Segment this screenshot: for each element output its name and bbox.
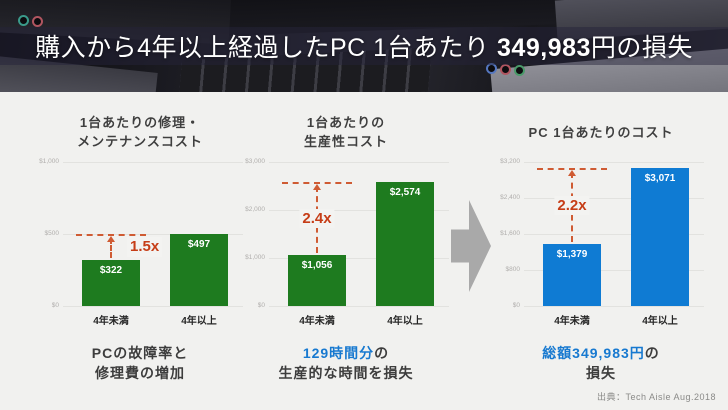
title-band: 購入から4年以上経過したPC 1台あたり 349,983円の損失 — [0, 27, 728, 65]
gridline — [63, 234, 243, 235]
bar-over-4-years: $497 — [170, 234, 228, 306]
caption-highlight: 129時間分 — [302, 345, 375, 361]
y-tick-label: $2,400 — [500, 194, 520, 201]
gridline — [269, 162, 449, 163]
chart-repair-maintenance-cost: 1台あたりの修理・ メンテナンスコスト $322 $497 1.5x $0 $50… — [35, 112, 245, 383]
arrow-up-icon — [107, 236, 115, 243]
hero-photo: 購入から4年以上経過したPC 1台あたり 349,983円の損失 — [0, 0, 728, 92]
chart-title-line: 1台あたりの修理・ — [79, 115, 201, 131]
caption-text: 損失 — [586, 364, 616, 381]
plot-area: $1,056 $2,574 2.4x $0 $1,000 $2,000 $3,000 — [241, 158, 451, 309]
multiplier-label: 1.5x — [127, 237, 163, 257]
caption-text: 生産的な時間を損失 — [278, 364, 414, 381]
gridline — [269, 306, 449, 307]
x-axis-labels: 4年未満 4年以上 — [496, 312, 706, 328]
slide-title-prefix: 購入から4年以上経過したPC 1台あたり — [35, 34, 498, 62]
x-label-over-4y: 4年以上 — [642, 316, 678, 327]
gridline — [63, 306, 243, 307]
audio-port-icon — [500, 64, 511, 75]
x-label-over-4y: 4年以上 — [387, 316, 423, 327]
chart-caption: PCの故障率と 修理費の増加 — [35, 344, 245, 383]
bar-value-label: $322 — [99, 264, 123, 276]
gridline — [524, 270, 704, 271]
y-tick-label: $1,600 — [500, 230, 520, 237]
caption-text: 修理費の増加 — [95, 364, 185, 381]
y-tick-label: $800 — [505, 266, 520, 273]
gridline — [269, 210, 449, 211]
dashed-arrow-line — [571, 171, 573, 242]
chart-title-line: 1台あたりの — [306, 115, 386, 131]
x-label-under-4y: 4年未満 — [299, 316, 335, 327]
slide-title-suffix: 円の損失 — [590, 34, 693, 62]
audio-port-icon — [18, 15, 29, 26]
caption-text: の — [644, 345, 660, 361]
charts-area: 1台あたりの修理・ メンテナンスコスト $322 $497 1.5x $0 $50… — [0, 92, 728, 410]
dashed-reference-line — [282, 182, 352, 185]
y-tick-label: $2,000 — [245, 206, 265, 213]
arrow-up-icon — [313, 184, 321, 191]
x-axis-labels: 4年未満 4年以上 — [241, 312, 451, 328]
chart-caption: 総額349,983円の 損失 — [496, 344, 706, 383]
y-tick-label: $3,000 — [245, 158, 265, 165]
plot-area: $322 $497 1.5x $0 $500 $1,000 — [35, 158, 245, 309]
gridline — [524, 162, 704, 163]
chart-total-cost-per-pc: PC 1台あたりのコスト $1,379 $3,071 2.2x $0 $800 $1… — [496, 112, 706, 383]
dashed-reference-line — [537, 167, 607, 170]
chart-title-line: PC 1台あたりのコスト — [528, 124, 674, 140]
bar-value-label: $3,071 — [644, 172, 676, 184]
slide-title-number: 349,983 — [497, 34, 591, 62]
bar-value-label: $2,574 — [389, 187, 421, 199]
y-tick-label: $0 — [51, 302, 59, 309]
chart-title: 1台あたりの 生産性コスト — [241, 112, 451, 154]
dashed-arrow-line — [110, 238, 112, 258]
gridline — [524, 198, 704, 199]
audio-port-icon — [32, 16, 43, 27]
x-label-under-4y: 4年未満 — [93, 316, 129, 327]
chart-title: PC 1台あたりのコスト — [496, 112, 706, 154]
bar-value-label: $1,056 — [301, 260, 333, 272]
gridline — [524, 234, 704, 235]
caption-text: の — [374, 345, 390, 361]
plot-area: $1,379 $3,071 2.2x $0 $800 $1,600 $2,400 $3,… — [496, 158, 706, 309]
gridline — [63, 162, 243, 163]
chart-caption: 129時間分の 生産的な時間を損失 — [241, 344, 451, 383]
y-tick-label: $0 — [257, 302, 265, 309]
y-tick-label: $0 — [512, 302, 520, 309]
chart-productivity-cost: 1台あたりの 生産性コスト $1,056 $2,574 2.4x $0 $1,00… — [241, 112, 451, 383]
y-tick-label: $500 — [44, 230, 59, 237]
audio-port-icon — [486, 63, 497, 74]
dashed-arrow-line — [316, 186, 318, 254]
bar-over-4-years: $2,574 — [376, 182, 434, 306]
flow-arrow-icon — [451, 200, 491, 292]
x-label-under-4y: 4年未満 — [554, 316, 590, 327]
slide-title: 購入から4年以上経過したPC 1台あたり 349,983円の損失 — [35, 28, 693, 64]
gridline — [269, 258, 449, 259]
caption-text: PCの故障率と — [91, 345, 189, 361]
bar-value-label: $1,379 — [556, 248, 588, 260]
bar-value-label: $497 — [187, 239, 211, 251]
y-tick-label: $1,000 — [39, 158, 59, 165]
arrow-up-icon — [568, 169, 576, 176]
gridline — [524, 306, 704, 307]
bar-under-4-years: $322 — [82, 259, 140, 306]
x-label-over-4y: 4年以上 — [181, 316, 217, 327]
chart-title-line: 生産性コスト — [303, 134, 388, 149]
y-tick-label: $3,200 — [500, 158, 520, 165]
multiplier-label: 2.4x — [299, 208, 335, 229]
chart-title: 1台あたりの修理・ メンテナンスコスト — [35, 112, 245, 154]
caption-highlight: 総額349,983円 — [542, 345, 645, 361]
bar-under-4-years: $1,379 — [543, 243, 601, 306]
y-tick-label: $1,000 — [245, 254, 265, 261]
chart-title-line: メンテナンスコスト — [77, 134, 203, 149]
audio-port-icon — [514, 65, 525, 76]
bar-over-4-years: $3,071 — [631, 167, 689, 306]
source-credit: 出典：Tech Aisle Aug.2018 — [596, 392, 716, 402]
bar-under-4-years: $1,056 — [288, 255, 346, 306]
x-axis-labels: 4年未満 4年以上 — [35, 312, 245, 328]
